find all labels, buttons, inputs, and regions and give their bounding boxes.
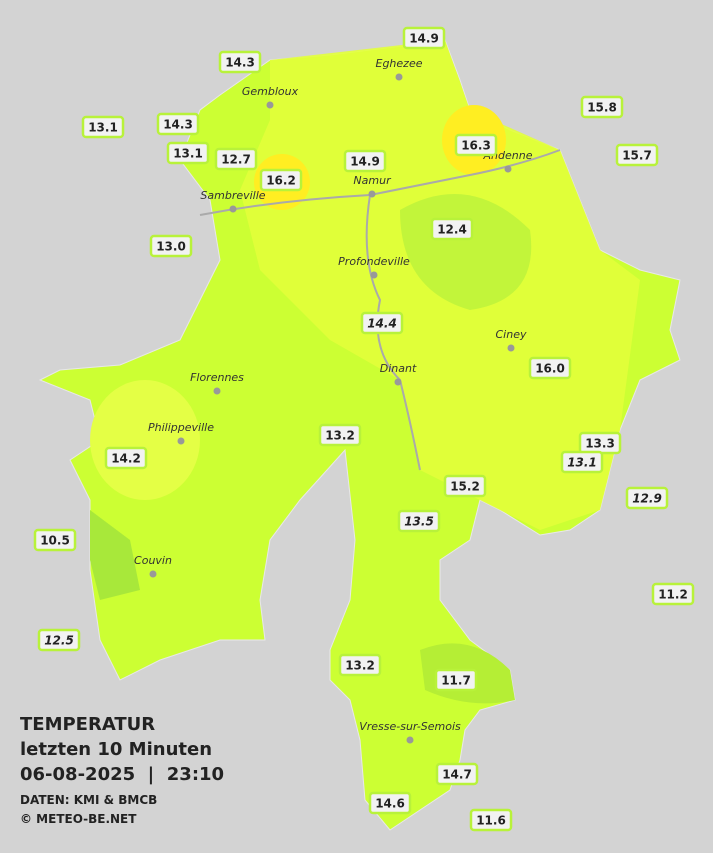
station-value: 15.8 xyxy=(587,101,617,115)
station-value: 12.5 xyxy=(44,634,74,648)
station-value: 14.9 xyxy=(409,32,439,46)
station-value: 13.1 xyxy=(567,456,597,470)
station-box xyxy=(368,791,412,815)
station-value: 15.7 xyxy=(622,149,652,163)
city-label: Dinant xyxy=(380,362,417,375)
city-dot xyxy=(266,101,274,109)
station-box xyxy=(580,95,624,119)
city-label: Sambreville xyxy=(200,189,265,202)
station-box xyxy=(615,143,659,167)
city-label: Florennes xyxy=(190,371,244,384)
mild-spot xyxy=(90,380,200,500)
station-box xyxy=(430,217,474,241)
station-box xyxy=(104,446,148,470)
station-value: 13.3 xyxy=(585,437,615,451)
legend-source: DATEN: KMI & BMCB xyxy=(20,793,157,807)
station-box xyxy=(214,147,258,171)
city-dot xyxy=(370,271,378,279)
station-value: 14.3 xyxy=(163,118,193,132)
station-value: 15.2 xyxy=(450,480,480,494)
station-value: 14.2 xyxy=(111,452,141,466)
station-box xyxy=(149,234,193,258)
station-value: 11.6 xyxy=(476,814,506,828)
station-box xyxy=(469,808,513,832)
station-value: 14.4 xyxy=(367,317,397,331)
city-dot xyxy=(394,378,402,386)
station-box xyxy=(434,668,478,692)
city-dot xyxy=(177,437,185,445)
station-box xyxy=(156,112,200,136)
legend-period: letzten 10 Minuten xyxy=(20,739,212,760)
station-box xyxy=(454,133,498,157)
station-value: 14.3 xyxy=(225,56,255,70)
station-value: 11.7 xyxy=(441,674,471,688)
station-box xyxy=(218,50,262,74)
station-box xyxy=(259,168,303,192)
station-box xyxy=(343,149,387,173)
station-value: 11.2 xyxy=(658,588,688,602)
station-box xyxy=(33,528,77,552)
city-label: Gembloux xyxy=(242,85,299,98)
city-dot xyxy=(395,73,403,81)
station-value: 16.3 xyxy=(461,139,491,153)
station-value: 12.7 xyxy=(221,153,251,167)
city-dot xyxy=(406,736,414,744)
legend: TEMPERATUR letzten 10 Minuten 06-08-2025… xyxy=(20,714,224,826)
station-box xyxy=(81,115,125,139)
station-box xyxy=(166,141,210,165)
station-value: 10.5 xyxy=(40,534,70,548)
station-value: 12.4 xyxy=(437,223,467,237)
station-value: 13.1 xyxy=(88,121,118,135)
station-value: 14.9 xyxy=(350,155,380,169)
city-dot xyxy=(507,344,515,352)
city-label: Couvin xyxy=(134,554,172,567)
station-box xyxy=(402,26,446,50)
station-box xyxy=(397,509,441,533)
station-value: 13.1 xyxy=(173,147,203,161)
station-value: 13.2 xyxy=(325,429,355,443)
city-label: Eghezee xyxy=(376,57,423,70)
station-value: 13.2 xyxy=(345,659,375,673)
station-box xyxy=(625,486,669,510)
station-box xyxy=(435,762,479,786)
legend-title: TEMPERATUR xyxy=(20,714,155,735)
city-dot xyxy=(504,165,512,173)
station-value: 14.6 xyxy=(375,797,405,811)
station-box xyxy=(360,311,404,335)
station-box xyxy=(528,356,572,380)
city-label: Vresse-sur-Semois xyxy=(359,720,461,733)
station-box xyxy=(37,628,81,652)
station-value: 12.9 xyxy=(632,492,662,506)
city-label: Profondeville xyxy=(338,255,410,268)
city-label: Namur xyxy=(353,174,392,187)
city-label: Ciney xyxy=(496,328,527,341)
station-value: 14.7 xyxy=(442,768,472,782)
legend-datetime: 06-08-2025 | 23:10 xyxy=(20,764,224,785)
cool-zone xyxy=(90,510,140,600)
city-dot xyxy=(368,190,376,198)
city-label: Philippeville xyxy=(148,421,214,434)
station-box xyxy=(443,474,487,498)
legend-credit: © METEO-BE.NET xyxy=(20,812,137,826)
city-dot xyxy=(213,387,221,395)
station-value: 16.2 xyxy=(266,174,296,188)
station-value: 13.0 xyxy=(156,240,186,254)
station-box xyxy=(318,423,362,447)
station-box xyxy=(338,653,382,677)
station-box xyxy=(560,450,604,474)
city-dot xyxy=(149,570,157,578)
river xyxy=(199,149,561,471)
station-box xyxy=(651,582,695,606)
station-value: 13.5 xyxy=(404,515,434,529)
city-dot xyxy=(229,205,237,213)
station-value: 16.0 xyxy=(535,362,565,376)
